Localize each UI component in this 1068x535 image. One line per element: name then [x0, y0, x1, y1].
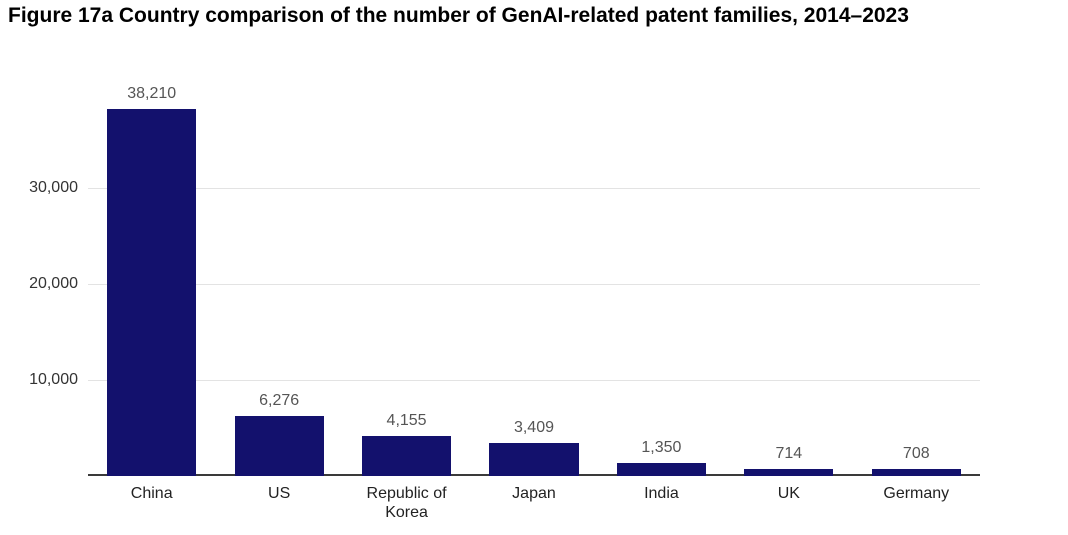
bar-value-label: 38,210 — [127, 85, 176, 103]
category-label: UK — [720, 484, 857, 503]
bar-group: 3,409Japan — [489, 92, 578, 476]
y-tick-label: 10,000 — [29, 371, 78, 389]
bar-value-label: 6,276 — [259, 392, 299, 410]
category-label: Republic of Korea — [338, 484, 475, 522]
bar — [744, 469, 833, 476]
bar-value-label: 708 — [903, 445, 930, 463]
bar — [872, 469, 961, 476]
bar — [617, 463, 706, 476]
category-label: Japan — [465, 484, 602, 503]
bar-group: 6,276US — [235, 92, 324, 476]
bar-value-label: 714 — [775, 445, 802, 463]
bar-group: 714UK — [744, 92, 833, 476]
bar-value-label: 3,409 — [514, 419, 554, 437]
bar — [235, 416, 324, 476]
category-label: India — [593, 484, 730, 503]
bar-group: 708Germany — [872, 92, 961, 476]
y-tick-label: 20,000 — [29, 275, 78, 293]
chart-title: Figure 17a Country comparison of the num… — [8, 4, 909, 28]
bar — [489, 443, 578, 476]
bar — [107, 109, 196, 476]
y-tick-label: 30,000 — [29, 179, 78, 197]
category-label: Germany — [848, 484, 985, 503]
bar-chart: 10,00020,00030,00038,210China6,276US4,15… — [88, 92, 980, 476]
bar-value-label: 4,155 — [387, 412, 427, 430]
bar — [362, 436, 451, 476]
plot-area: 10,00020,00030,00038,210China6,276US4,15… — [88, 92, 980, 476]
category-label: US — [210, 484, 347, 503]
bar-group: 4,155Republic of Korea — [362, 92, 451, 476]
bar-group: 38,210China — [107, 92, 196, 476]
bar-value-label: 1,350 — [641, 439, 681, 457]
category-label: China — [83, 484, 220, 503]
bar-group: 1,350India — [617, 92, 706, 476]
